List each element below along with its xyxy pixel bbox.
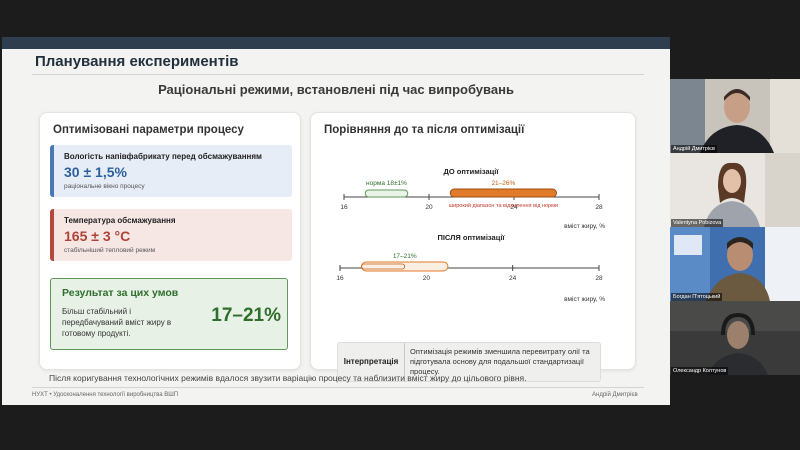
chart-norm-label-0: норма 18±1%: [366, 180, 407, 187]
chart-range-label-1: 17–21%: [393, 253, 417, 260]
chart-norm-band-0: [364, 189, 409, 198]
comparison-card: Порівняння до та після оптимізації ДО оп…: [310, 112, 636, 382]
participant-tile-4[interactable]: Олександр Колтунов: [670, 301, 800, 375]
participant-video-4: [670, 301, 800, 375]
chart-annotation-0: широкий діапазон та відхилення від норми: [449, 202, 558, 209]
participant-tile-2[interactable]: Valentyna Pobizova: [670, 153, 800, 227]
chart-tick-label-1-20: 20: [423, 275, 431, 282]
title-divider: [32, 74, 644, 75]
slide-top-bar: [2, 37, 670, 49]
temperature-note: стабільніший тепловий режим: [64, 247, 156, 254]
participant-name-1: Андрій Дмитрієв: [671, 145, 717, 153]
participant-video-1: [670, 79, 800, 153]
chart-xlabel-1: вміст жиру, %: [564, 295, 605, 303]
result-heading: Результат за цих умов: [62, 287, 179, 299]
comparison-heading: Порівняння до та після оптимізації: [324, 124, 525, 136]
slide-footnote: Після коригування технологічних режимів …: [49, 373, 527, 383]
moisture-note: раціональне вікно процесу: [64, 183, 145, 190]
temperature-value: 165 ± 3 °С: [64, 228, 131, 244]
participant-name-2: Valentyna Pobizova: [671, 219, 724, 227]
footer-left-text: НУХТ • Удосконалення технології виробниц…: [32, 392, 179, 398]
chart-xlabel-0: вміст жиру, %: [564, 222, 605, 230]
participant-name-4: Олександр Колтунов: [671, 367, 729, 375]
params-card-heading: Оптимізовані параметри процесу: [53, 124, 244, 136]
chart-tick-label-0-20: 20: [425, 204, 433, 211]
interpretation-text: Оптимізація режимів зменшила перевитрату…: [410, 347, 590, 376]
chart-tick-label-1-24: 24: [509, 275, 517, 282]
fat-range-chart: ДО оптимізації 16 20 24 28 норма 18±1% 21–26% ш…: [336, 167, 605, 303]
chart-range-bar-0: [449, 188, 557, 198]
interpretation-label: Інтерпретація: [338, 343, 405, 381]
participant-tile-3[interactable]: Богдан П'ятоцький: [670, 227, 800, 301]
moisture-param: Вологість напівфабрикату перед обсмажува…: [50, 145, 292, 197]
footer-author: Андрій Дмитрієв: [592, 392, 638, 398]
result-box: Результат за цих умов Більш стабільний і…: [50, 278, 288, 350]
chart-title-1: ПІСЛЯ оптимізації: [437, 233, 505, 242]
chart-tick-label-0-28: 28: [595, 204, 603, 211]
slide-title: Планування експериментів: [35, 53, 239, 70]
participant-video-3: [670, 227, 800, 301]
interpretation-box: Інтерпретація Оптимізація режимів зменши…: [337, 342, 601, 382]
chart-tick-label-1-16: 16: [336, 275, 344, 282]
chart-range-label-0: 21–26%: [491, 180, 515, 187]
temperature-label: Температура обсмажування: [64, 216, 176, 225]
chart-tick-label-0-24: 24: [510, 204, 518, 211]
chart-tick-label-0-16: 16: [340, 204, 348, 211]
chart-tick-label-1-28: 28: [595, 275, 603, 282]
temperature-param: Температура обсмажування 165 ± 3 °С стаб…: [50, 209, 292, 261]
participant-name-3: Богдан П'ятоцький: [671, 293, 723, 301]
chart-title-0: ДО оптимізації: [444, 167, 500, 176]
result-value: 17–21%: [211, 305, 281, 326]
moisture-label: Вологість напівфабрикату перед обсмажува…: [64, 152, 262, 161]
slide-subtitle: Раціональні режими, встановлені під час …: [158, 82, 514, 97]
chart-norm-band-1: [361, 263, 406, 270]
presentation-slide: Планування експериментів Раціональні реж…: [2, 37, 670, 405]
moisture-value: 30 ± 1,5%: [64, 164, 127, 180]
participant-tile-1[interactable]: Андрій Дмитрієв: [670, 79, 800, 153]
result-text: Більш стабільний і передбачуваний вміст …: [62, 307, 172, 338]
participant-video-2: [670, 153, 800, 227]
footer-divider: [32, 387, 644, 388]
optimized-params-card: Оптимізовані параметри процесу Вологість…: [39, 112, 301, 370]
